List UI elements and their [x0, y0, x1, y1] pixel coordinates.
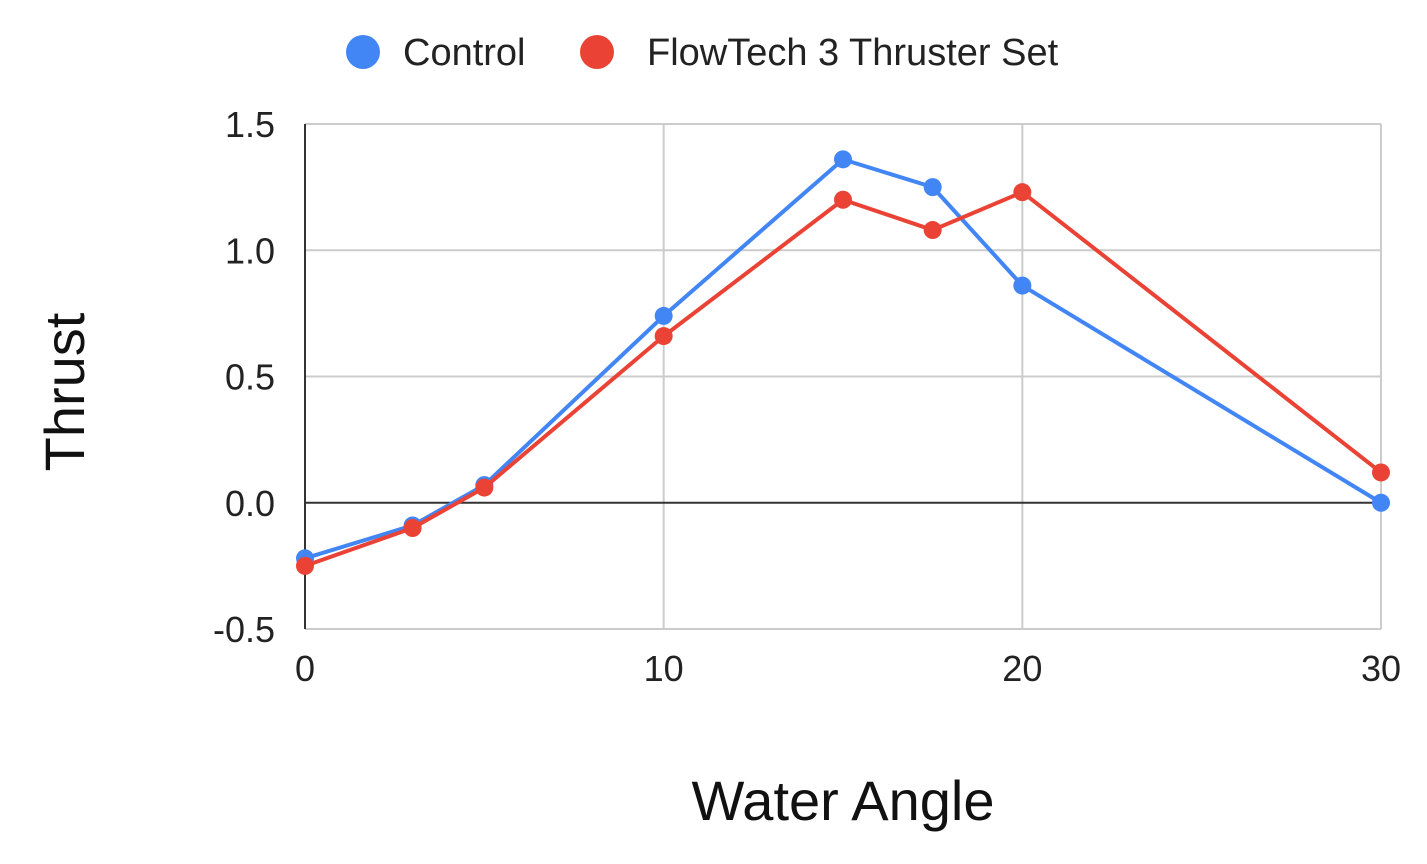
y-tick-label: 0.5	[225, 357, 275, 398]
y-tick-label: 1.5	[225, 104, 275, 145]
x-tick-label: 0	[295, 648, 315, 689]
legend: Control FlowTech 3 Thruster Set	[346, 32, 1059, 74]
data-point	[296, 556, 314, 575]
legend-label-1: FlowTech 3 Thruster Set	[647, 32, 1059, 74]
data-point	[1013, 276, 1032, 295]
data-point	[1013, 183, 1032, 202]
axes	[304, 124, 1381, 629]
y-tick-label: 1.0	[225, 230, 275, 271]
data-point	[834, 150, 852, 169]
data-point	[923, 178, 942, 197]
x-tick-label: 10	[644, 648, 684, 689]
y-tick-label: -0.5	[213, 609, 275, 650]
x-tick-label: 20	[1002, 648, 1042, 689]
series-layer	[296, 150, 1390, 575]
legend-marker-1	[580, 35, 614, 69]
data-point	[654, 327, 673, 346]
data-point	[1372, 463, 1390, 482]
data-point	[1372, 493, 1390, 512]
y-tick-label: 0.0	[225, 483, 275, 524]
legend-label-0: Control	[403, 32, 526, 74]
series-line-1	[303, 190, 1383, 568]
y-axis-title: Thrust	[33, 312, 96, 471]
x-axis-title: Water Angle	[692, 769, 995, 832]
data-point	[475, 478, 494, 497]
tick-labels: -0.5 0.0 0.5 1.0 1.5 0 10 20 30	[213, 104, 1401, 689]
data-point	[834, 190, 852, 209]
data-point	[654, 306, 673, 325]
grid-lines	[305, 123, 1382, 630]
data-point	[923, 221, 942, 240]
x-tick-label: 30	[1361, 648, 1401, 689]
data-point	[403, 519, 422, 537]
series-line-0	[303, 157, 1383, 561]
legend-marker-0	[346, 35, 380, 69]
